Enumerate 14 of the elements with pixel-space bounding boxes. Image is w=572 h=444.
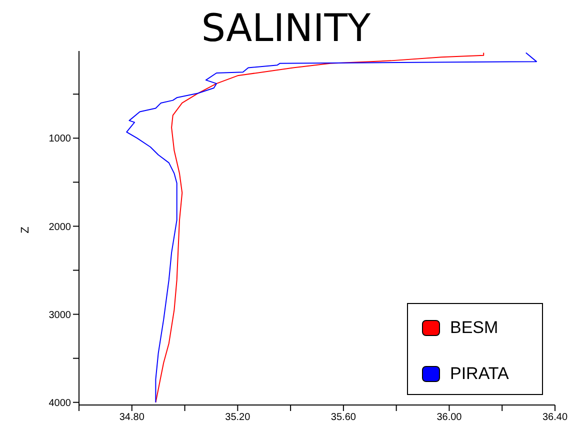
x-tick-label: 35.60: [330, 412, 356, 424]
chart-title: SALINITY: [200, 6, 372, 50]
legend-label: BESM: [450, 318, 498, 338]
y-tick-label: 1000: [48, 134, 72, 145]
x-tick-label: 34.80: [119, 412, 145, 424]
legend-label: PIRATA: [450, 364, 509, 384]
x-tick-label: 36.40: [542, 412, 568, 424]
x-tick-label: 36.00: [436, 412, 462, 424]
y-axis-title: Z: [19, 226, 32, 234]
x-tick-label: 35.20: [225, 412, 251, 424]
y-tick-label: 3000: [48, 310, 72, 321]
y-tick-label: 4000: [48, 398, 72, 409]
y-tick-label: 2000: [48, 222, 72, 233]
line-series: [126, 52, 537, 403]
